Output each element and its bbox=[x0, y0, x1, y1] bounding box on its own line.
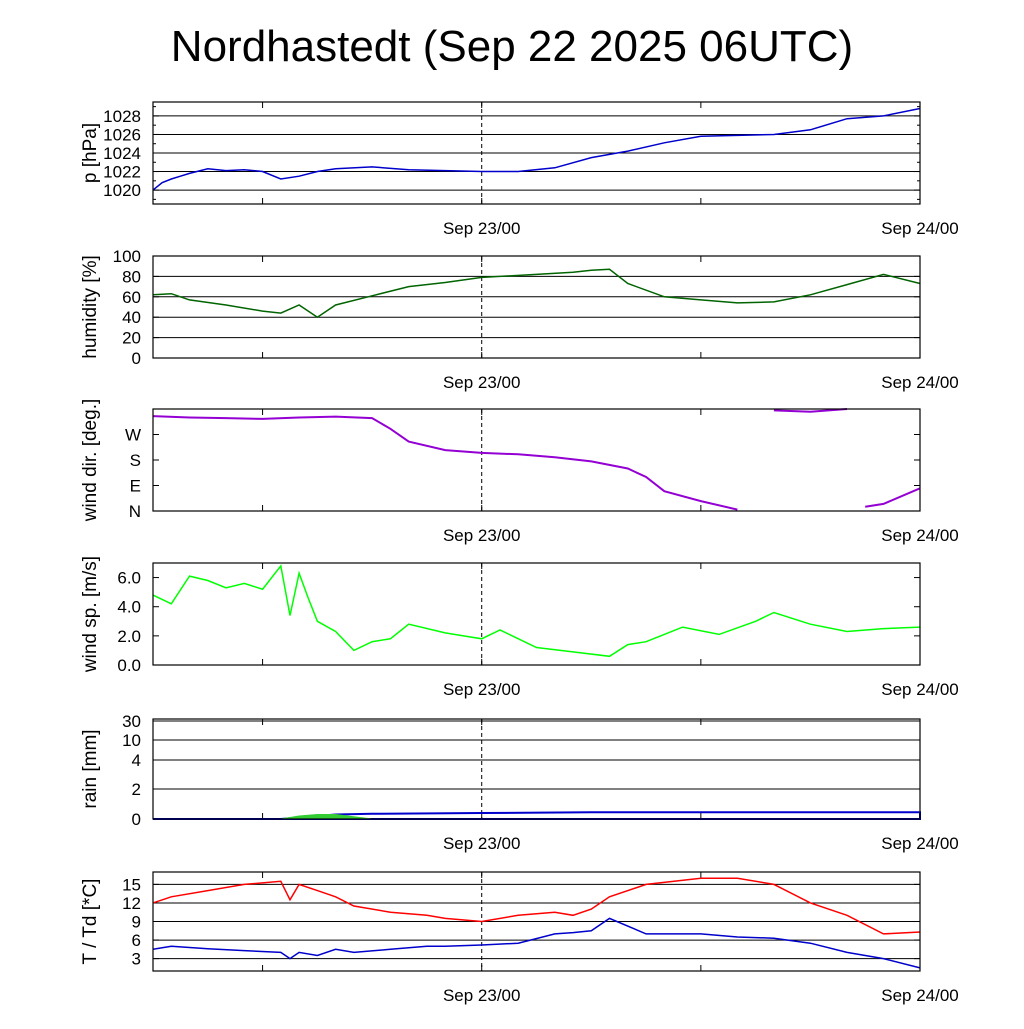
humidity-ytick-label-2: 40 bbox=[122, 308, 141, 327]
pressure-ytick-label-3: 1026 bbox=[103, 125, 141, 144]
rain-ytick-label-0: 0 bbox=[132, 810, 141, 829]
wind-direction-ylabel: wind dir. [deg.] bbox=[80, 399, 101, 523]
rain-panel-frame bbox=[152, 718, 921, 820]
rain-xtick-label-sep24: Sep 24/00 bbox=[881, 834, 959, 853]
pressure-series-0 bbox=[152, 107, 921, 191]
humidity-series-0 bbox=[152, 268, 921, 319]
rain-xtick-label-sep23: Sep 23/00 bbox=[443, 834, 521, 853]
rain-ytick-label-2: 4 bbox=[132, 751, 141, 770]
humidity-xtick-label-sep23: Sep 23/00 bbox=[443, 373, 521, 392]
temperature-series-1 bbox=[152, 917, 921, 969]
temperature-ytick-label-3: 12 bbox=[122, 894, 141, 913]
humidity-ytick-label-1: 20 bbox=[122, 329, 141, 348]
humidity-xtick-label-sep24: Sep 24/00 bbox=[881, 373, 959, 392]
wind-speed-series-0 bbox=[152, 564, 921, 658]
humidity-ylabel: humidity [%] bbox=[80, 255, 101, 358]
wind-speed-xtick-label-sep23: Sep 23/00 bbox=[443, 680, 521, 699]
wind-speed-ylabel: wind sp. [m/s] bbox=[80, 556, 101, 673]
rain-ytick-label-3: 10 bbox=[122, 731, 141, 750]
rain-ytick-label-1: 2 bbox=[132, 780, 141, 799]
temperature-ytick-label-2: 9 bbox=[132, 913, 141, 932]
wind-direction-ytick-label-0: N bbox=[129, 502, 141, 521]
temperature-ytick-label-4: 15 bbox=[122, 875, 141, 894]
temperature-series-0 bbox=[152, 877, 921, 935]
wind-speed-ytick-label-0: 0.0 bbox=[117, 656, 141, 675]
wind-direction-panel-frame bbox=[152, 408, 921, 512]
pressure-xtick-label-sep24: Sep 24/00 bbox=[881, 219, 959, 238]
temperature-ylabel: T / Td [*C] bbox=[80, 879, 101, 965]
wind-direction-ytick-label-1: E bbox=[130, 477, 141, 496]
pressure-ytick-label-4: 1028 bbox=[103, 107, 141, 126]
wind-direction-xtick-label-sep23: Sep 23/00 bbox=[443, 526, 521, 545]
wind-direction-ytick-label-3: W bbox=[125, 426, 141, 445]
humidity-ytick-label-0: 0 bbox=[132, 349, 141, 368]
wind-direction-ytick-label-2: S bbox=[130, 451, 141, 470]
wind-speed-xtick-label-sep24: Sep 24/00 bbox=[881, 680, 959, 699]
pressure-panel-frame bbox=[152, 101, 921, 205]
rain-ylabel: rain [mm] bbox=[80, 729, 101, 808]
humidity-ytick-label-5: 100 bbox=[113, 247, 141, 266]
humidity-panel-frame bbox=[152, 255, 921, 359]
temperature-xtick-label-sep24: Sep 24/00 bbox=[881, 986, 959, 1005]
humidity-ytick-label-4: 80 bbox=[122, 267, 141, 286]
pressure-ylabel: p [hPa] bbox=[80, 123, 101, 183]
temperature-xtick-label-sep23: Sep 23/00 bbox=[443, 986, 521, 1005]
temperature-panel-frame bbox=[152, 871, 921, 972]
wind-speed-panel-frame bbox=[152, 562, 921, 666]
temperature-ytick-label-0: 3 bbox=[132, 950, 141, 969]
pressure-xtick-label-sep23: Sep 23/00 bbox=[443, 219, 521, 238]
pressure-ytick-label-1: 1022 bbox=[103, 163, 141, 182]
rain-ytick-label-4: 30 bbox=[122, 712, 141, 731]
wind-speed-ytick-label-2: 4.0 bbox=[117, 598, 141, 617]
wind-direction-xtick-label-sep24: Sep 24/00 bbox=[881, 526, 959, 545]
humidity-ytick-label-3: 60 bbox=[122, 288, 141, 307]
wind-speed-ytick-label-3: 6.0 bbox=[117, 569, 141, 588]
temperature-ytick-label-1: 6 bbox=[132, 931, 141, 950]
wind-direction-series-0 bbox=[152, 408, 921, 511]
chart-title: Nordhastedt (Sep 22 2025 06UTC) bbox=[170, 22, 854, 71]
rain-series-0 bbox=[153, 811, 921, 820]
pressure-ytick-label-0: 1020 bbox=[103, 181, 141, 200]
pressure-ytick-label-2: 1024 bbox=[103, 144, 141, 163]
wind-speed-ytick-label-1: 2.0 bbox=[117, 627, 141, 646]
